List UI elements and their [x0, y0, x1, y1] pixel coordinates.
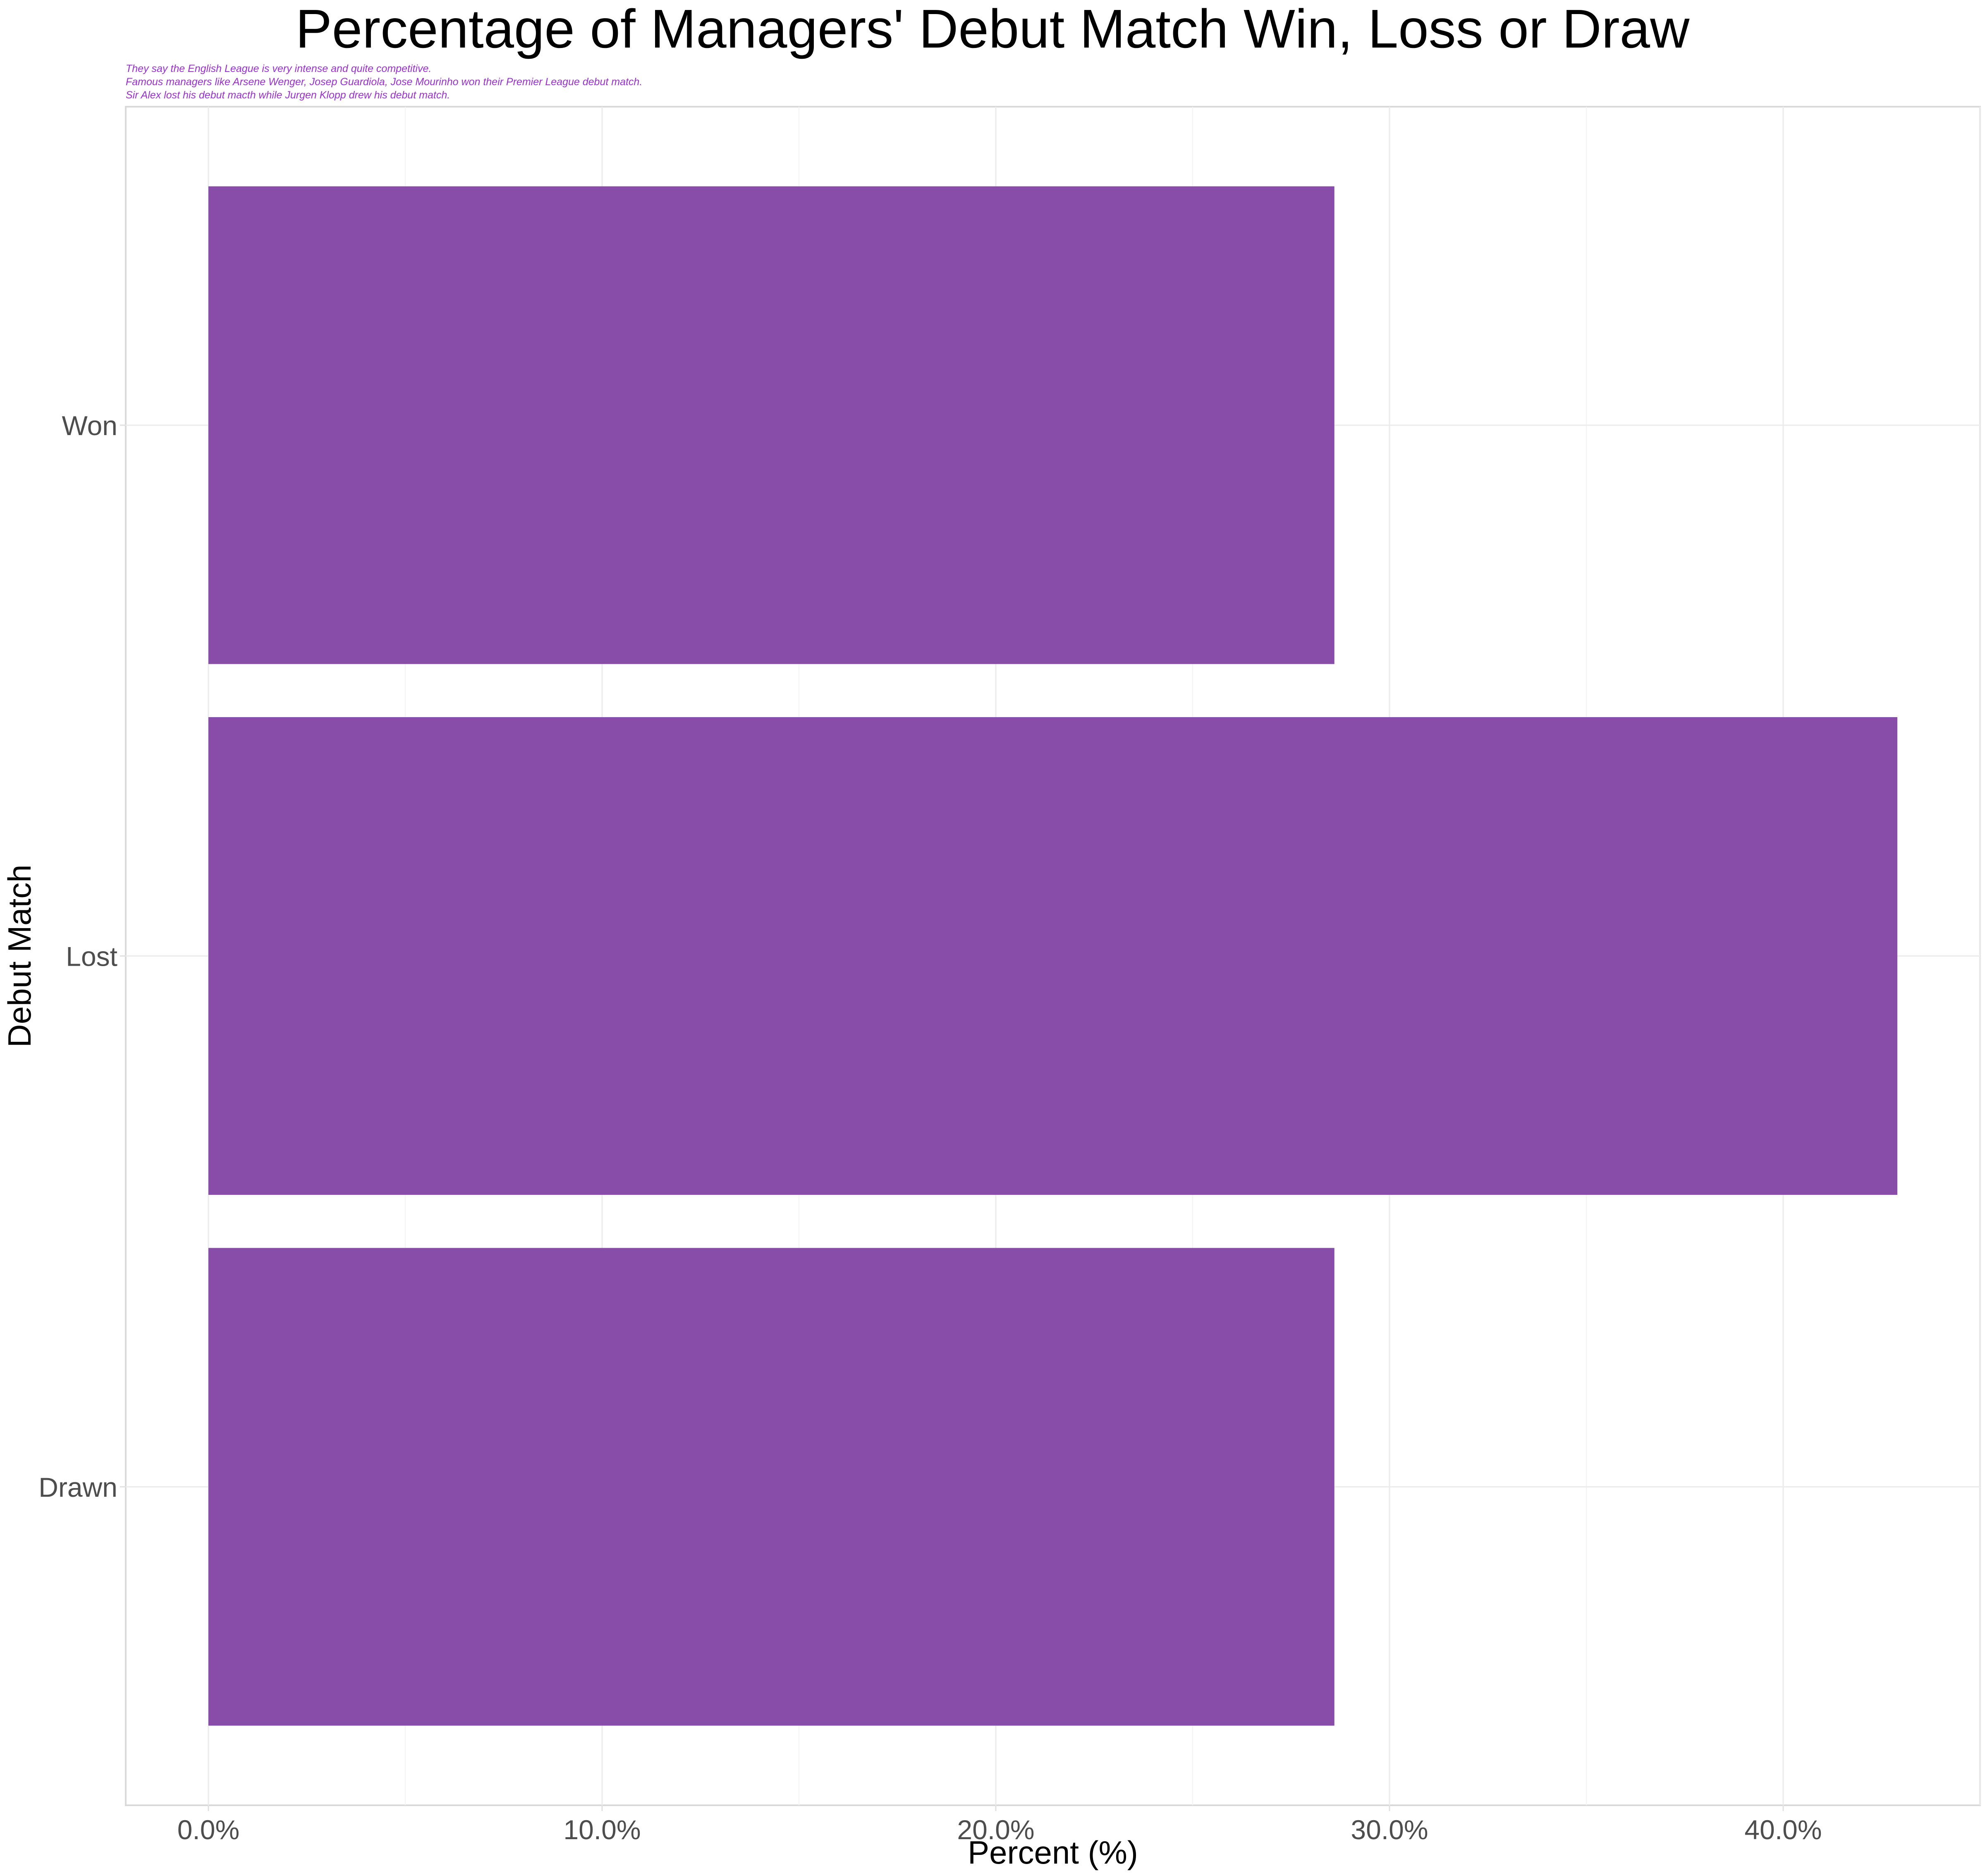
x-tick-label: 10.0%	[563, 1814, 641, 1845]
x-axis-title: Percent (%)	[968, 1834, 1138, 1871]
y-tick-label-drawn: Drawn	[38, 1472, 117, 1503]
subtitle-line-2: Famous managers like Arsene Wenger, Jose…	[126, 76, 643, 88]
x-tick-label: 0.0%	[177, 1814, 239, 1845]
x-tick-label: 20.0%	[957, 1814, 1034, 1845]
y-tick-label-won: Won	[62, 410, 117, 441]
subtitle-line-1: They say the English League is very inte…	[126, 63, 432, 74]
chart-subtitle: They say the English League is very inte…	[126, 62, 642, 102]
subtitle-line-3: Sir Alex lost his debut macth while Jurg…	[126, 89, 450, 101]
x-tick-label: 40.0%	[1744, 1814, 1822, 1845]
bar-drawn	[208, 1248, 1334, 1726]
chart-title: Percentage of Managers' Debut Match Win,…	[295, 0, 1690, 59]
y-tick-label-lost: Lost	[66, 941, 117, 972]
x-tick-label: 30.0%	[1351, 1814, 1428, 1845]
bar-lost	[208, 717, 1898, 1195]
bar-layer	[208, 186, 1898, 1726]
bar-won	[208, 186, 1334, 664]
axis-layer: Won Lost Drawn 0.0% 10.0% 20.0% 30.0% 40.0% Perc…	[1, 410, 1822, 1871]
y-axis-title: Debut Match	[1, 864, 38, 1047]
